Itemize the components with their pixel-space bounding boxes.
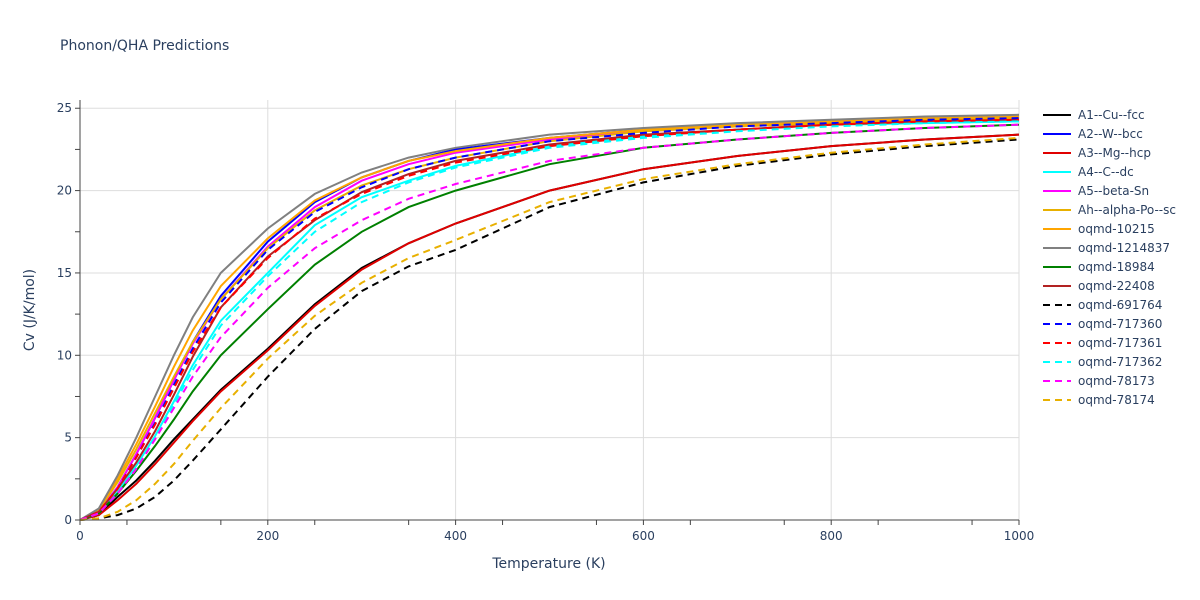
legend-label: oqmd-78174: [1078, 393, 1155, 407]
legend-item-11[interactable]: oqmd-717360: [1043, 317, 1162, 331]
series-line-14: [79, 123, 1020, 521]
legend-label: oqmd-22408: [1078, 279, 1155, 293]
series-line-4: [79, 117, 1020, 521]
x-tick-label: 600: [632, 529, 655, 543]
legend-item-13[interactable]: oqmd-717362: [1043, 355, 1162, 369]
series-layer: [79, 113, 1020, 521]
x-tick-label: 800: [820, 529, 843, 543]
series-line-6: [79, 115, 1020, 521]
series-line-11: [79, 117, 1020, 521]
legend-item-2[interactable]: A3--Mg--hcp: [1043, 146, 1151, 160]
series-line-5: [79, 117, 1020, 521]
legend-item-3[interactable]: A4--C--dc: [1043, 165, 1134, 179]
legend-label: oqmd-10215: [1078, 222, 1155, 236]
legend-label: Ah--alpha-Po--sc: [1078, 203, 1176, 217]
y-tick-label: 0: [64, 513, 72, 527]
legend-label: A2--W--bcc: [1078, 127, 1143, 141]
x-tick-label: 0: [76, 529, 84, 543]
legend-label: oqmd-717360: [1078, 317, 1162, 331]
legend-label: A4--C--dc: [1078, 165, 1134, 179]
legend-item-7[interactable]: oqmd-1214837: [1043, 241, 1170, 255]
legend-item-9[interactable]: oqmd-22408: [1043, 279, 1155, 293]
legend-item-0[interactable]: A1--Cu--fcc: [1043, 108, 1145, 122]
legend-item-8[interactable]: oqmd-18984: [1043, 260, 1155, 274]
chart-title: Phonon/QHA Predictions: [60, 38, 229, 54]
legend-label: oqmd-691764: [1078, 298, 1162, 312]
series-line-1: [79, 117, 1020, 521]
series-line-15: [79, 136, 1020, 521]
legend-label: oqmd-717362: [1078, 355, 1162, 369]
legend-item-10[interactable]: oqmd-691764: [1043, 298, 1162, 312]
legend-item-6[interactable]: oqmd-10215: [1043, 222, 1155, 236]
legend-item-12[interactable]: oqmd-717361: [1043, 336, 1162, 350]
y-tick-label: 20: [57, 184, 72, 198]
series-line-10: [79, 138, 1020, 521]
legend-label: oqmd-717361: [1078, 336, 1162, 350]
legend-label: A1--Cu--fcc: [1078, 108, 1145, 122]
legend-item-14[interactable]: oqmd-78173: [1043, 374, 1155, 388]
series-line-9: [79, 118, 1020, 521]
y-tick-label: 15: [57, 266, 72, 280]
legend-item-4[interactable]: A5--beta-Sn: [1043, 184, 1149, 198]
legend-label: oqmd-78173: [1078, 374, 1155, 388]
x-tick-label: 1000: [1004, 529, 1035, 543]
legend-label: A3--Mg--hcp: [1078, 146, 1151, 160]
series-line-13: [79, 120, 1020, 521]
x-tick-label: 400: [444, 529, 467, 543]
x-tick-label: 200: [256, 529, 279, 543]
series-line-7: [79, 113, 1020, 521]
legend-item-5[interactable]: Ah--alpha-Po--sc: [1043, 203, 1176, 217]
legend-label: oqmd-1214837: [1078, 241, 1170, 255]
legend: A1--Cu--fcc A2--W--bcc A3--Mg--hcp A4--C--d…: [1043, 108, 1176, 407]
axes: 0 200 400 600 800 1000 0 5 10 15 20 25: [57, 100, 1035, 543]
y-tick-label: 10: [57, 348, 72, 362]
y-tick-label: 5: [64, 431, 72, 445]
grid-lines: [80, 100, 1020, 520]
series-line-12: [79, 118, 1020, 521]
x-axis-title: Temperature (K): [491, 556, 605, 572]
legend-label: A5--beta-Sn: [1078, 184, 1149, 198]
legend-item-15[interactable]: oqmd-78174: [1043, 393, 1155, 407]
series-line-2: [79, 133, 1020, 521]
y-tick-label: 25: [57, 101, 72, 115]
legend-label: oqmd-18984: [1078, 260, 1155, 274]
y-axis-title: Cv (J/K/mol): [22, 269, 38, 351]
series-line-3: [79, 120, 1020, 521]
legend-item-1[interactable]: A2--W--bcc: [1043, 127, 1143, 141]
